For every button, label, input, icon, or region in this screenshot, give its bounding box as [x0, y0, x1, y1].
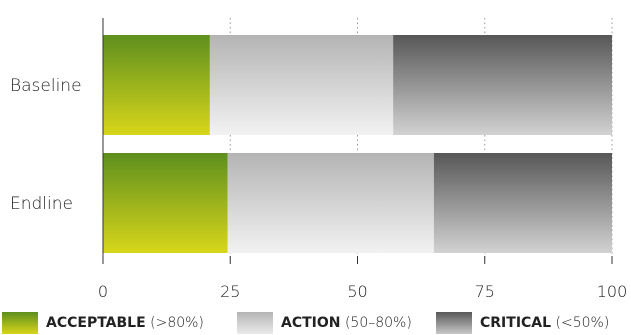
bar-baseline-acceptable [103, 35, 210, 135]
x-tick-label-50: 50 [347, 282, 367, 301]
bars [103, 35, 612, 253]
x-tick-label-100: 100 [597, 282, 628, 301]
legend-swatch-acceptable [2, 311, 38, 334]
legend-item-acceptable: ACCEPTABLE (>80%) [2, 310, 204, 335]
legend-label-acceptable: ACCEPTABLE [46, 314, 146, 331]
legend-item-action: ACTION (50–80%) [237, 310, 412, 335]
category-labels: Baseline Endline [10, 76, 82, 214]
legend-label-critical: CRITICAL [480, 314, 552, 331]
x-tick-label-0: 0 [98, 282, 108, 301]
legend: ACCEPTABLE (>80%) ACTION (50–80%) CRITIC… [0, 310, 631, 335]
category-label-endline: Endline [10, 194, 73, 214]
x-tick-label-75: 75 [475, 282, 495, 301]
bar-endline-action [227, 153, 434, 253]
x-tick-label-25: 25 [220, 282, 240, 301]
category-label-baseline: Baseline [10, 76, 82, 96]
legend-range-acceptable: (>80%) [150, 314, 204, 331]
bar-baseline-critical [393, 35, 612, 135]
legend-swatch-action [237, 311, 273, 334]
legend-swatch-critical [436, 311, 472, 334]
bar-baseline-action [209, 35, 394, 135]
legend-range-action: (50–80%) [344, 314, 412, 331]
legend-item-critical: CRITICAL (<50%) [436, 310, 609, 335]
legend-label-action: ACTION [281, 314, 341, 331]
legend-range-critical: (<50%) [555, 314, 610, 331]
bar-endline-acceptable [103, 153, 228, 253]
bar-endline-critical [433, 153, 612, 253]
x-axis-ticks: 0 25 50 75 100 [98, 256, 627, 301]
stacked-bar-chart: Baseline Endline 0 25 50 75 100 [10, 18, 627, 301]
